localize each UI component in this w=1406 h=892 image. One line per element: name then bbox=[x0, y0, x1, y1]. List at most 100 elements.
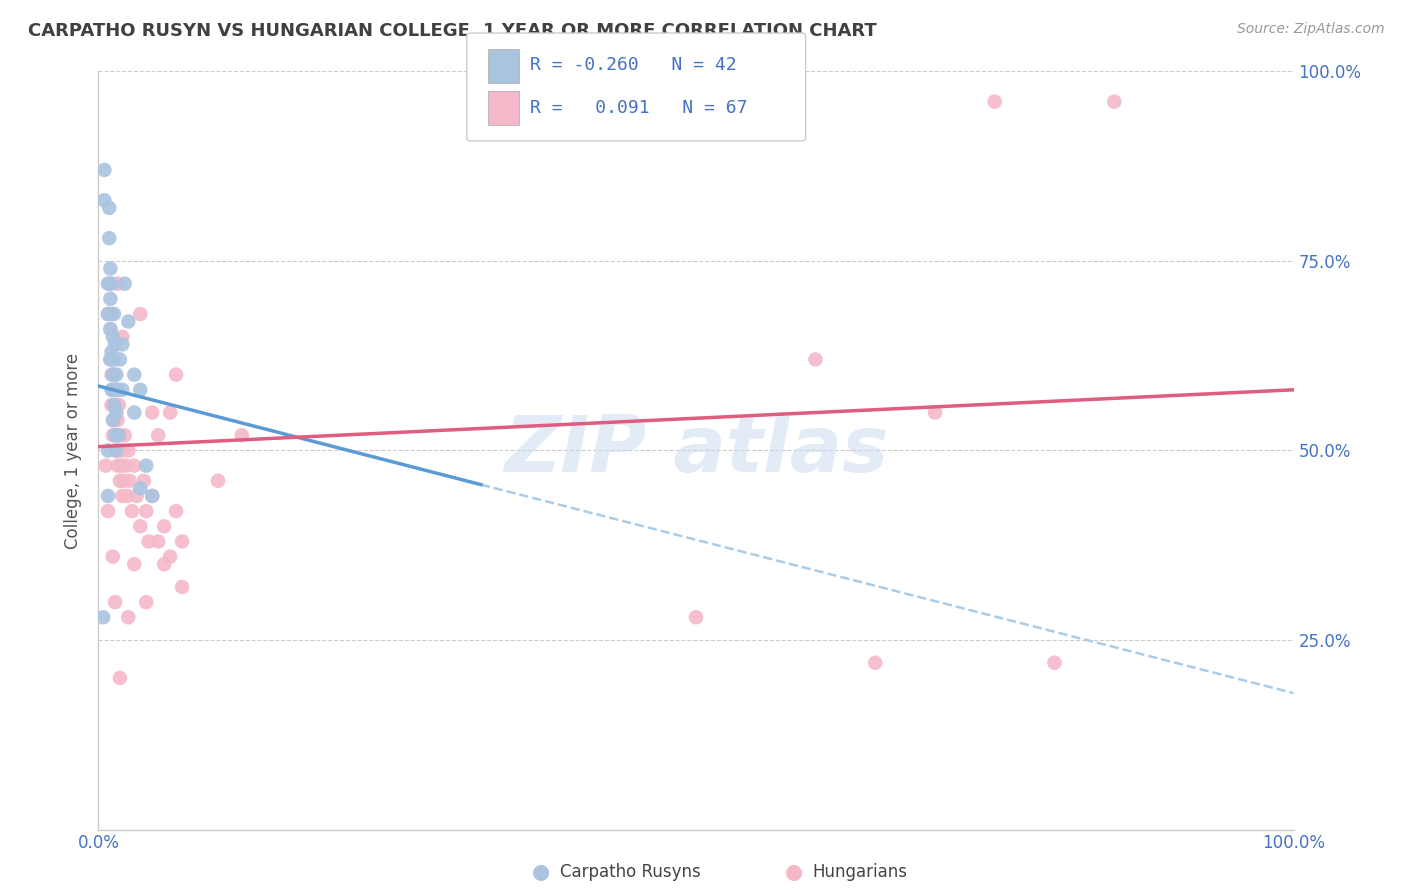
Point bbox=[107, 443, 129, 458]
Point bbox=[103, 352, 125, 367]
Point bbox=[98, 292, 122, 306]
Point bbox=[165, 368, 187, 382]
Point bbox=[100, 277, 122, 291]
Point bbox=[91, 610, 114, 624]
Point bbox=[984, 95, 1007, 109]
Point bbox=[115, 458, 138, 473]
Point bbox=[153, 557, 176, 572]
Point bbox=[97, 307, 120, 321]
Point bbox=[1043, 656, 1066, 670]
Point bbox=[111, 383, 134, 397]
Point bbox=[1104, 95, 1126, 109]
Point bbox=[111, 443, 134, 458]
Point bbox=[100, 307, 122, 321]
Point bbox=[101, 368, 124, 382]
Point bbox=[172, 534, 194, 549]
Point bbox=[141, 489, 163, 503]
Point bbox=[101, 428, 124, 442]
Point bbox=[141, 489, 163, 503]
Point bbox=[117, 314, 139, 328]
Point bbox=[100, 383, 122, 397]
Point bbox=[97, 277, 120, 291]
Point bbox=[159, 549, 181, 564]
Point bbox=[107, 277, 129, 291]
Point bbox=[115, 489, 138, 503]
Point bbox=[148, 534, 170, 549]
Text: R =   0.091   N = 67: R = 0.091 N = 67 bbox=[530, 99, 748, 117]
Text: Hungarians: Hungarians bbox=[813, 863, 908, 881]
Point bbox=[107, 428, 129, 442]
Point bbox=[104, 443, 127, 458]
Point bbox=[98, 231, 121, 245]
Point bbox=[124, 405, 146, 420]
Point bbox=[111, 489, 134, 503]
Point bbox=[105, 405, 128, 420]
Point bbox=[135, 458, 157, 473]
Point bbox=[103, 307, 125, 321]
Point bbox=[107, 383, 129, 397]
Point bbox=[114, 428, 136, 442]
Point bbox=[98, 322, 122, 336]
Point bbox=[97, 307, 120, 321]
Point bbox=[108, 474, 131, 488]
Point bbox=[117, 443, 139, 458]
Point bbox=[104, 428, 127, 442]
Point bbox=[98, 201, 121, 215]
Point bbox=[104, 337, 127, 351]
Point bbox=[98, 322, 122, 336]
Point bbox=[100, 398, 122, 412]
Point bbox=[117, 610, 139, 624]
Point bbox=[93, 163, 115, 178]
Point bbox=[121, 504, 143, 518]
Point bbox=[107, 458, 129, 473]
Point bbox=[94, 458, 117, 473]
Point bbox=[103, 413, 125, 427]
Text: Source: ZipAtlas.com: Source: ZipAtlas.com bbox=[1237, 22, 1385, 37]
Point bbox=[129, 383, 152, 397]
Point bbox=[124, 458, 146, 473]
Point bbox=[101, 413, 124, 427]
Point bbox=[124, 368, 146, 382]
Point bbox=[148, 428, 170, 442]
Point bbox=[104, 383, 127, 397]
Point bbox=[108, 428, 131, 442]
Point bbox=[105, 383, 128, 397]
Point bbox=[129, 307, 152, 321]
Point bbox=[114, 277, 136, 291]
Point bbox=[105, 368, 128, 382]
Point bbox=[101, 549, 124, 564]
Point bbox=[129, 519, 152, 533]
Point bbox=[98, 352, 122, 367]
Point bbox=[924, 405, 946, 420]
Text: ZIP atlas: ZIP atlas bbox=[503, 412, 889, 489]
Point bbox=[112, 474, 135, 488]
Point bbox=[98, 352, 122, 367]
Point bbox=[100, 368, 122, 382]
Point bbox=[104, 595, 127, 609]
Point bbox=[107, 413, 129, 427]
Point bbox=[135, 595, 157, 609]
Point bbox=[98, 261, 122, 276]
Point bbox=[97, 504, 120, 518]
Point bbox=[153, 519, 176, 533]
Point bbox=[110, 458, 132, 473]
Point bbox=[108, 671, 131, 685]
Point bbox=[231, 428, 253, 442]
Point bbox=[207, 474, 229, 488]
Point bbox=[172, 580, 194, 594]
Point bbox=[101, 330, 124, 344]
Point bbox=[108, 352, 131, 367]
Point bbox=[105, 428, 128, 442]
Point bbox=[124, 557, 146, 572]
Y-axis label: College, 1 year or more: College, 1 year or more bbox=[65, 352, 83, 549]
Point bbox=[159, 405, 181, 420]
Point bbox=[804, 352, 827, 367]
Point bbox=[118, 474, 141, 488]
Point bbox=[165, 504, 187, 518]
Point bbox=[865, 656, 887, 670]
Point bbox=[100, 344, 122, 359]
Point bbox=[103, 368, 125, 382]
Point bbox=[101, 383, 124, 397]
Point bbox=[93, 194, 115, 208]
Point bbox=[565, 95, 588, 109]
